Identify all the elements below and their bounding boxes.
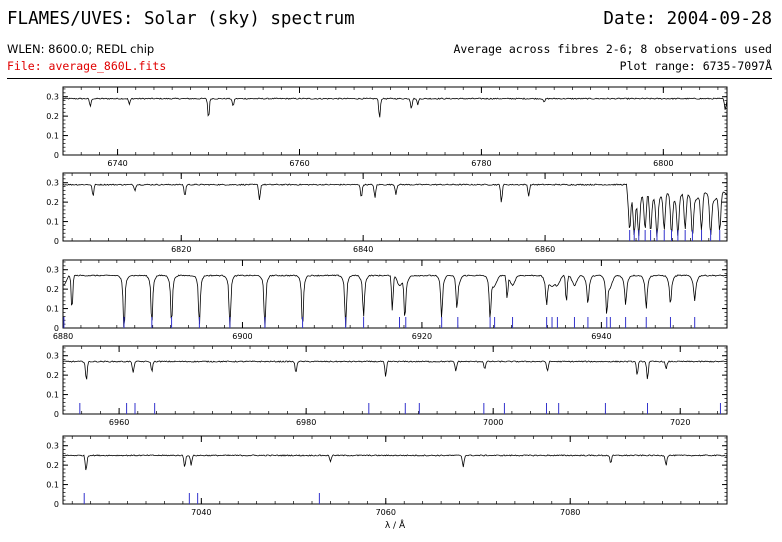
header-divider: [7, 78, 772, 79]
spectrum-line: [62, 97, 728, 118]
x-tick-label: 6760: [289, 159, 309, 168]
x-tick-label: 6940: [591, 332, 611, 341]
y-tick-label: 0.3: [46, 179, 59, 188]
y-tick-label: 0.1: [46, 132, 59, 141]
y-tick-label: 0.3: [46, 93, 59, 102]
y-tick-label: 0.3: [46, 266, 59, 275]
y-tick-label: 0: [54, 151, 59, 160]
x-tick-label: 6800: [653, 159, 673, 168]
y-tick-label: 0.2: [46, 198, 59, 207]
y-tick-label: 0.2: [46, 461, 59, 470]
y-tick-label: 0.1: [46, 305, 59, 314]
spectrum-line: [62, 274, 728, 328]
spectrum-line: [63, 183, 728, 237]
y-tick-label: 0.3: [46, 352, 59, 361]
file-name: File: average_860L.fits: [7, 59, 167, 73]
y-tick-label: 0.2: [46, 112, 59, 121]
instrument-setting: WLEN: 8600.0; REDL chip: [7, 42, 155, 56]
fibre-average-note: Average across fibres 2-6; 8 observation…: [453, 42, 773, 56]
panel-frame: [62, 259, 728, 329]
y-tick-label: 0.1: [46, 481, 59, 490]
x-tick-label: 6740: [107, 159, 127, 168]
x-tick-label: 7080: [560, 508, 580, 517]
y-tick-label: 0.1: [46, 391, 59, 400]
x-tick-label: 6840: [353, 245, 373, 254]
plot-range: Plot range: 6735-7097Å: [619, 59, 772, 73]
panel-frame: [62, 435, 728, 505]
y-tick-label: 0.1: [46, 218, 59, 227]
x-tick-label: 6880: [53, 332, 73, 341]
panel-frame: [62, 172, 728, 242]
x-tick-label: 7040: [191, 508, 211, 517]
y-tick-label: 0: [54, 324, 59, 333]
panel-frame: [62, 86, 728, 156]
y-tick-label: 0: [54, 410, 59, 419]
x-tick-label: 7060: [376, 508, 396, 517]
x-tick-label: 6820: [171, 245, 191, 254]
page-title: FLAMES/UVES: Solar (sky) spectrum: [7, 9, 355, 29]
panel-frame: [62, 345, 728, 415]
observation-date: Date: 2004-09-28: [603, 9, 772, 29]
x-tick-label: 6860: [535, 245, 555, 254]
x-tick-label: 6900: [232, 332, 252, 341]
y-tick-label: 0: [54, 500, 59, 509]
x-tick-label: 6960: [109, 418, 129, 427]
x-tick-label: 6980: [296, 418, 316, 427]
y-tick-label: 0.2: [46, 371, 59, 380]
x-tick-label: 6920: [412, 332, 432, 341]
x-tick-label: 7020: [670, 418, 690, 427]
spectrum-line: [62, 454, 728, 471]
y-tick-label: 0: [54, 237, 59, 246]
x-tick-label: 7000: [483, 418, 503, 427]
x-axis-label: λ / Å: [385, 519, 406, 531]
y-tick-label: 0.2: [46, 285, 59, 294]
y-tick-label: 0.3: [46, 442, 59, 451]
spectrum-line: [62, 360, 728, 380]
x-tick-label: 6780: [471, 159, 491, 168]
